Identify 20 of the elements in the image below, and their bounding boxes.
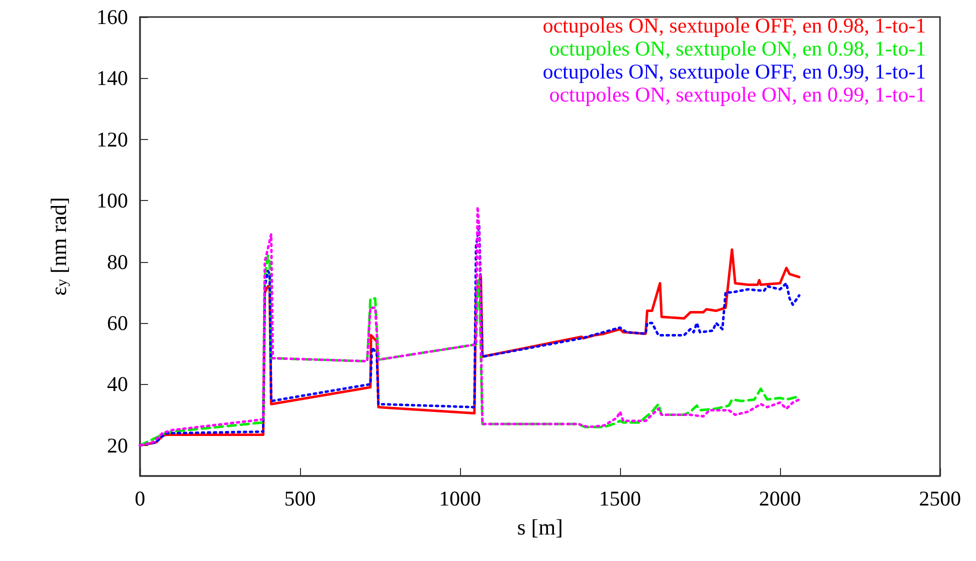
x-tick-label: 2500 bbox=[919, 486, 961, 510]
text: octupoles ON, sextupole ON, en 0.98, 1-to-1 bbox=[549, 36, 926, 60]
y-tick-label: 20 bbox=[107, 433, 128, 458]
y-axis-title: εy [nm rad] bbox=[46, 197, 71, 296]
text: octupoles ON, sextupole ON, en 0.99, 1-to-1 bbox=[549, 82, 926, 106]
text: octupoles ON, sextupole OFF, en 0.99, 1-to-1 bbox=[542, 60, 926, 84]
y-tick-label: 140 bbox=[96, 66, 128, 90]
x-tick-label: 2000 bbox=[759, 486, 801, 510]
y-tick-label: 120 bbox=[96, 127, 128, 152]
text: octupoles ON, sextupole OFF, en 0.98, 1-to-1 bbox=[542, 14, 926, 38]
y-tick-label: 80 bbox=[107, 250, 128, 274]
x-tick-label: 500 bbox=[284, 486, 316, 510]
x-tick-label: 0 bbox=[134, 486, 146, 510]
y-tick-label: 40 bbox=[107, 372, 128, 396]
y-tick-label: 60 bbox=[107, 311, 128, 335]
x-axis-title: s [m] bbox=[517, 514, 563, 540]
x-tick-label: 1500 bbox=[599, 486, 641, 510]
x-tick-label: 1000 bbox=[439, 486, 481, 510]
y-tick-label: 160 bbox=[96, 5, 128, 29]
y-tick-label: 100 bbox=[96, 188, 128, 213]
